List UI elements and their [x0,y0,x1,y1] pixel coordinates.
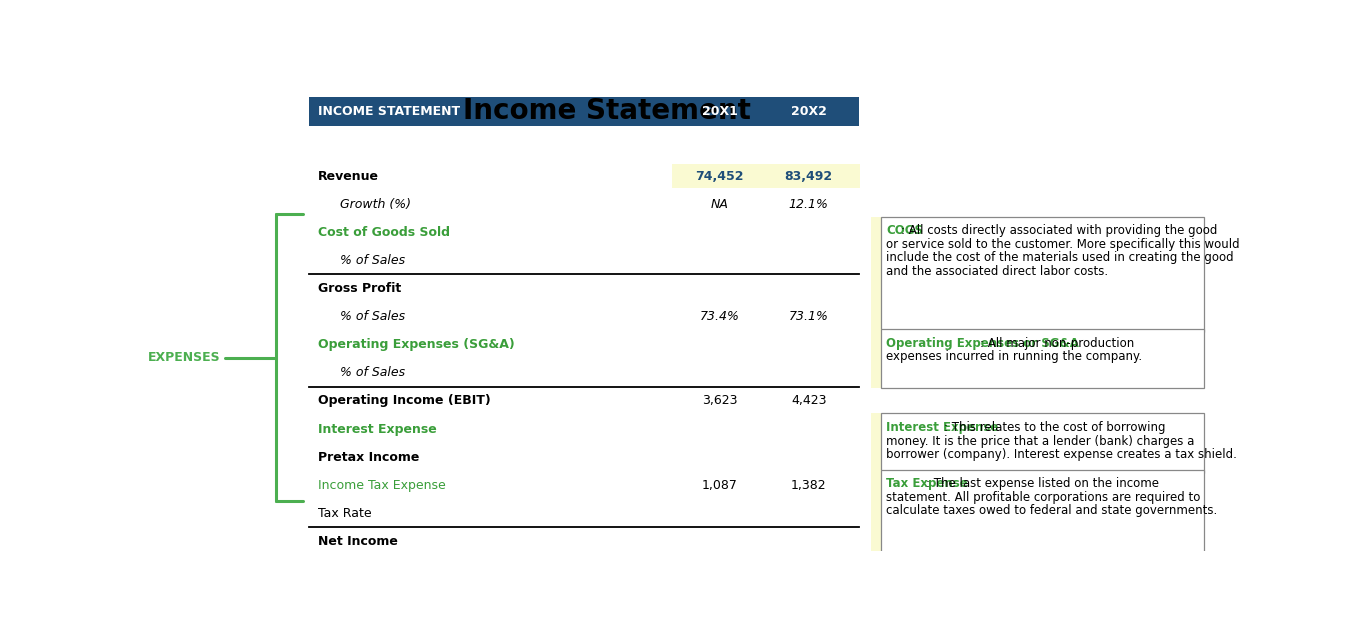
Text: INCOME STATEMENT: INCOME STATEMENT [318,105,461,118]
Text: 20X1: 20X1 [702,105,737,118]
Text: or service sold to the customer. More specifically this would: or service sold to the customer. More sp… [886,238,1240,251]
Text: 12.1%: 12.1% [789,197,829,210]
Text: 74,452: 74,452 [695,170,744,183]
Bar [871,470,881,557]
Text: borrower (company). Interest expense creates a tax shield.: borrower (company). Interest expense cre… [886,448,1237,461]
Text: Income Tax Expense: Income Tax Expense [318,478,446,491]
Bar [871,217,881,332]
Text: Pretax Income: Pretax Income [318,451,420,464]
Text: 20X2: 20X2 [791,105,827,118]
Text: Cost of Goods Sold: Cost of Goods Sold [318,226,450,239]
Bar [881,413,1205,473]
Text: 1,087: 1,087 [702,478,737,491]
Text: 3,623: 3,623 [702,394,737,407]
Bar [672,164,860,188]
Text: money. It is the price that a lender (bank) charges a: money. It is the price that a lender (ba… [886,435,1195,448]
Text: calculate taxes owed to federal and state governments.: calculate taxes owed to federal and stat… [886,504,1218,517]
Text: 4,423: 4,423 [791,394,827,407]
Text: Income Statement: Income Statement [463,97,751,124]
Text: Tax Expense: Tax Expense [886,477,967,490]
Text: Tax Rate: Tax Rate [318,507,371,520]
Text: Net Income: Net Income [318,535,398,548]
Text: % of Sales: % of Sales [340,366,405,379]
Text: Operating Expenses (SG&A): Operating Expenses (SG&A) [318,338,515,351]
Text: COGS: COGS [886,225,923,238]
Text: Gross Profit: Gross Profit [318,282,401,295]
Text: Interest Expense: Interest Expense [318,423,436,436]
Bar [871,329,881,389]
Text: 83,492: 83,492 [785,170,833,183]
Text: : This relates to the cost of borrowing: : This relates to the cost of borrowing [944,421,1165,434]
Text: statement. All profitable corporations are required to: statement. All profitable corporations a… [886,491,1201,504]
Text: : The last expense listed on the income: : The last expense listed on the income [925,477,1159,490]
Text: include the cost of the materials used in creating the good: include the cost of the materials used i… [886,251,1234,264]
Bar [881,217,1205,332]
Text: 1,382: 1,382 [791,478,827,491]
Text: : All major non-production: : All major non-production [981,337,1134,350]
Text: Operating Expenses or SG&A: Operating Expenses or SG&A [886,337,1079,350]
Text: 73.1%: 73.1% [789,310,829,323]
Bar [881,329,1205,389]
Text: % of Sales: % of Sales [340,254,405,267]
Text: Growth (%): Growth (%) [340,197,411,210]
Text: Operating Income (EBIT): Operating Income (EBIT) [318,394,491,407]
Text: EXPENSES: EXPENSES [148,351,221,364]
Text: Revenue: Revenue [318,170,379,183]
Text: Interest Expense: Interest Expense [886,421,999,434]
Text: NA: NA [710,197,729,210]
Text: expenses incurred in running the company.: expenses incurred in running the company… [886,350,1142,363]
Text: % of Sales: % of Sales [340,310,405,323]
Text: and the associated direct labor costs.: and the associated direct labor costs. [886,265,1108,278]
Text: 73.4%: 73.4% [699,310,740,323]
Bar [881,470,1205,557]
Bar [871,413,881,473]
Text: : All costs directly associated with providing the good: : All costs directly associated with pro… [901,225,1217,238]
Bar [309,97,859,126]
